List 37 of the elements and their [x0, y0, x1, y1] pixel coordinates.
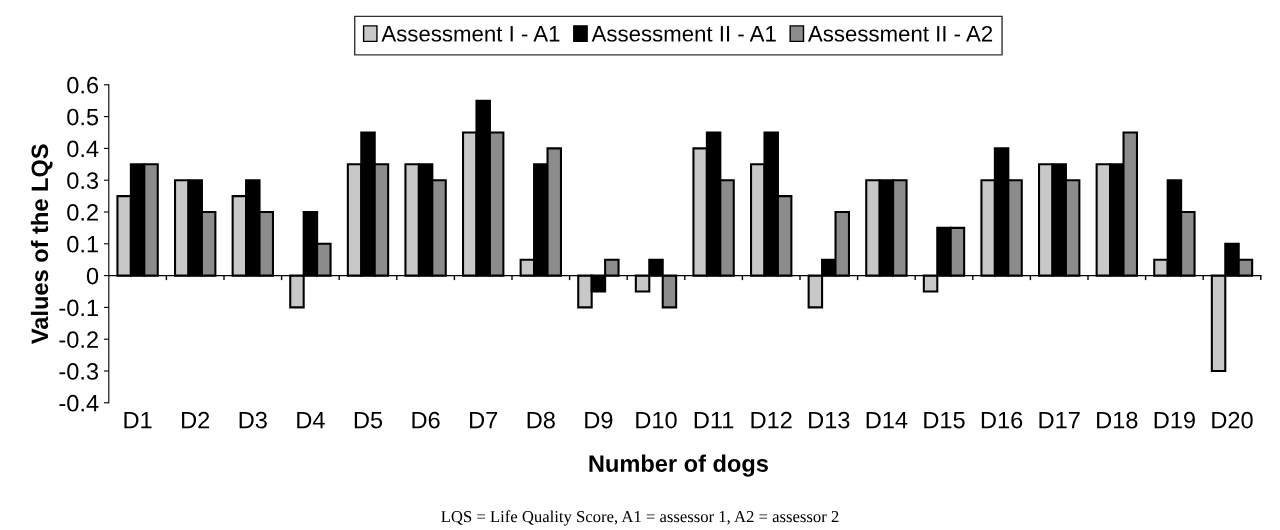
- y-tick-label: 0: [86, 267, 99, 285]
- legend-label: Assessment I - A1: [381, 26, 560, 42]
- x-tick-label: D18: [1097, 411, 1138, 429]
- x-tick-label: D9: [585, 411, 613, 429]
- y-tick-label: 0.4: [67, 140, 99, 158]
- y-tick-label: -0.3: [59, 363, 99, 380]
- y-tick-label: 0.6: [67, 76, 99, 94]
- y-tick-label: 0.2: [67, 204, 98, 221]
- x-tick-label: D20: [1212, 411, 1253, 429]
- y-tick-label: -0.4: [59, 394, 99, 412]
- x-tick-label: D5: [354, 412, 383, 429]
- x-tick-label: D1: [124, 412, 152, 429]
- x-tick-label: D7: [470, 412, 498, 429]
- legend-label: Assessment II - A1: [591, 26, 776, 42]
- x-tick-label: D4: [297, 412, 325, 429]
- x-axis-title: Number of dogs: [589, 454, 768, 477]
- x-tick-label: D15: [924, 412, 965, 429]
- x-tick-label: D3: [239, 411, 267, 429]
- x-tick-label: D14: [866, 412, 908, 429]
- x-tick-label: D11: [694, 412, 734, 429]
- y-tick-label: 0.3: [67, 172, 99, 189]
- y-tick-label: -0.1: [59, 299, 98, 317]
- y-axis-title: Values of the LQS: [30, 144, 53, 344]
- x-tick-label: D13: [809, 411, 850, 429]
- legend-label: Assessment II - A2: [807, 25, 993, 42]
- x-tick-label: D17: [1039, 412, 1080, 429]
- x-tick-label: D12: [751, 411, 792, 429]
- x-tick-label: D10: [636, 411, 677, 429]
- y-tick-label: 0.5: [67, 108, 99, 126]
- x-tick-label: D19: [1154, 411, 1195, 429]
- y-tick-label: -0.2: [59, 331, 98, 348]
- x-tick-label: D16: [981, 411, 1023, 429]
- x-tick-label: D2: [182, 411, 210, 429]
- x-tick-label: D8: [527, 411, 555, 429]
- y-tick-label: 0.1: [67, 235, 98, 253]
- x-tick-label: D6: [412, 411, 440, 429]
- text: LQS = Life Quality Score, A1 = assessor 1, A2 = assessor 2: [441, 510, 839, 526]
